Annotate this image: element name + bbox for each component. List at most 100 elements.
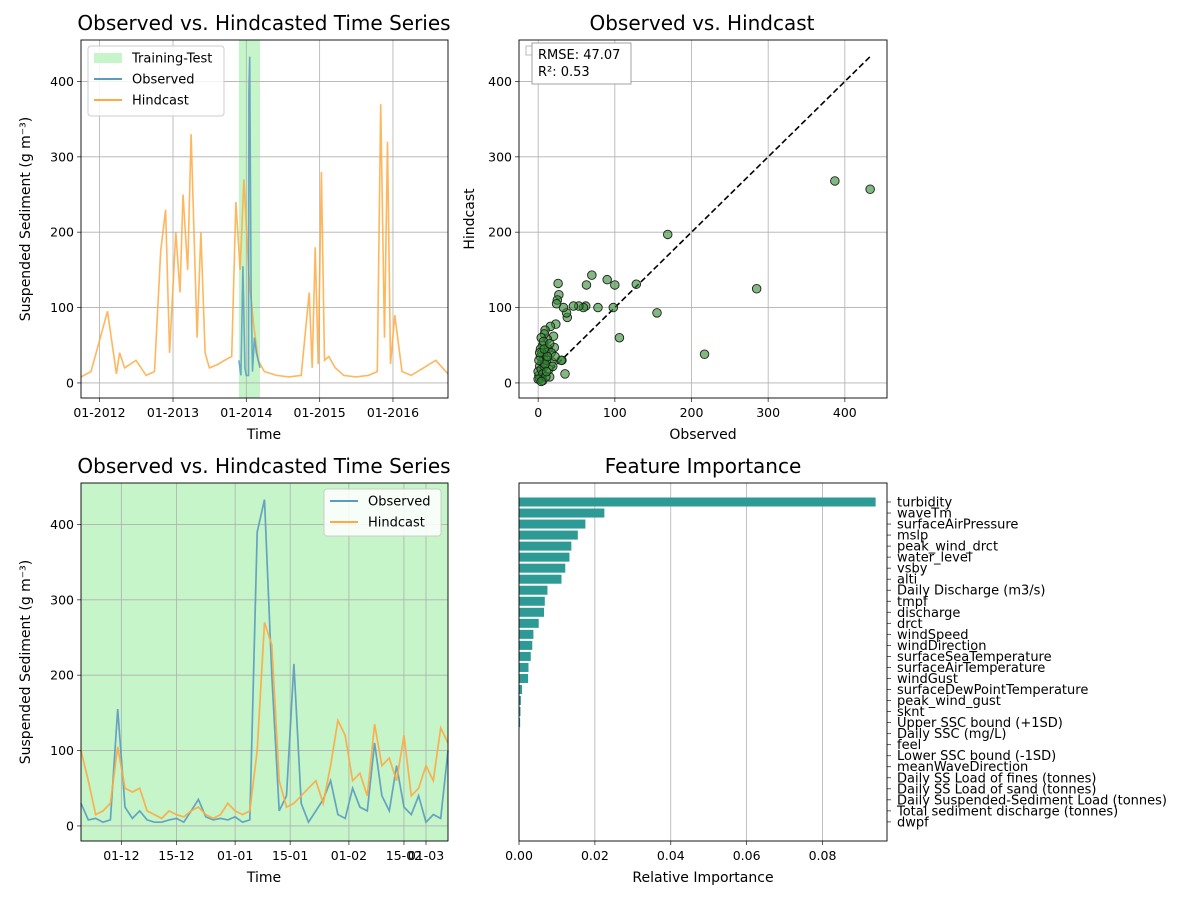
p3-xtick-label: 01-12: [103, 848, 139, 863]
importance-bar: [519, 552, 570, 562]
timeseries-zoom-ylabel: Suspended Sediment (g m⁻³): [18, 560, 34, 765]
legend-label: Hindcast: [132, 94, 189, 109]
feature-label: windDirection: [897, 639, 986, 654]
scatter-point: [699, 349, 710, 360]
p1-ytick-label: 100: [50, 300, 74, 315]
legend-label: Hindcast: [368, 516, 425, 531]
scatter-point: [560, 369, 570, 379]
importance-bar: [519, 651, 531, 661]
legend-label: Observed: [132, 73, 195, 88]
legend-swatch-training-test: [94, 53, 122, 63]
importance-bar: [519, 497, 876, 507]
p1-ytick-label: 200: [50, 225, 74, 240]
feature-label: Daily SS Load of fines (tonnes): [897, 771, 1096, 786]
timeseries-full-title: Observed vs. Hindcasted Time Series: [77, 11, 450, 35]
scatter-point: [568, 301, 579, 311]
feature-label: Upper SSC bound (+1SD): [897, 716, 1063, 731]
p4-xtick-label: 0.02: [581, 848, 609, 863]
importance-bar: [519, 673, 529, 683]
importance-bar: [519, 530, 578, 540]
feature-label: mslp: [897, 529, 928, 544]
p1-xtick-label: 01-2012: [73, 405, 125, 420]
feature-label: Daily SS Load of sand (tonnes): [897, 782, 1096, 797]
feature-label: alti: [897, 573, 917, 588]
feature-importance-panel: Feature Importance Relative Importance 0…: [505, 454, 1167, 886]
feature-importance-title: Feature Importance: [605, 454, 802, 478]
p3-ytick-label: 300: [50, 592, 74, 607]
p3-ytick-label: 400: [50, 517, 74, 532]
p2-xtick-label: 200: [680, 405, 704, 420]
scatter-point: [865, 184, 875, 194]
importance-bar: [519, 574, 562, 584]
scatter-point: [608, 302, 619, 313]
importance-bar: [519, 519, 586, 529]
p3-xtick-label: 01-01: [217, 848, 253, 863]
p4-axes-frame: [518, 482, 888, 842]
scatter-point: [553, 278, 563, 289]
scatter-point: [830, 176, 840, 186]
feature-label: sknt: [897, 705, 925, 720]
p1-xtick-label: 01-2016: [367, 405, 419, 420]
p2-ytick-label: 400: [488, 74, 512, 89]
importance-bar: [519, 541, 572, 551]
feature-label: Daily Discharge (m3/s): [897, 584, 1046, 599]
feature-label: discharge: [897, 606, 960, 621]
feature-label: peak_wind_gust: [897, 694, 1001, 709]
p3-ytick-label: 0: [66, 818, 74, 833]
metrics-box: [531, 42, 632, 85]
feature-label: Daily Suspended-Sediment Load (tonnes): [897, 793, 1167, 808]
identity-line: [537, 56, 871, 384]
series-line-observed: [238, 56, 261, 377]
scatter-point: [631, 279, 642, 289]
feature-label: windGust: [897, 672, 958, 687]
p1-xtick-label: 01-2014: [220, 405, 272, 420]
p4-xtick-label: 0.00: [505, 848, 533, 863]
p3-ytick-label: 100: [50, 743, 74, 758]
feature-label: surfaceAirPressure: [897, 518, 1018, 533]
series-line-hindcast: [80, 622, 449, 820]
p2-xtick-label: 300: [756, 405, 780, 420]
p3-xtick-label: 15-12: [158, 848, 194, 863]
p2-xtick-label: 400: [833, 405, 857, 420]
p4-xtick-label: 0.06: [733, 848, 761, 863]
importance-bar: [519, 640, 533, 650]
p2-xtick-label: 100: [603, 405, 627, 420]
timeseries-zoom-xlabel: Time: [246, 870, 281, 886]
feature-label: surfaceSeaTemperature: [897, 650, 1052, 665]
importance-bar: [519, 707, 521, 717]
p4-xtick-label: 0.08: [809, 848, 837, 863]
scatter-point: [614, 332, 625, 343]
p3-xtick-label: 01-02: [331, 848, 367, 863]
feature-label: vsby: [897, 562, 928, 577]
timeseries-full-panel: Observed vs. Hindcasted Time Series Time…: [18, 11, 451, 443]
r2-label: R²: 0.53: [538, 65, 590, 80]
scatter-point: [662, 229, 673, 240]
p2-xtick-label: 0: [534, 405, 542, 420]
scatter-point: [751, 283, 762, 294]
feature-label: Total sediment discharge (tonnes): [896, 804, 1118, 819]
p3-xtick-label: 15-01: [272, 848, 308, 863]
scatter-point: [544, 338, 555, 349]
importance-bar: [519, 662, 529, 672]
importance-bar: [519, 629, 534, 639]
importance-bar: [519, 718, 521, 728]
p2-axes-frame: [518, 39, 888, 399]
importance-bar: [519, 596, 545, 606]
importance-bar: [519, 585, 548, 595]
scatter-point: [551, 299, 562, 309]
training-test-background: [81, 483, 448, 841]
scatter-point: [536, 376, 546, 387]
importance-bar: [519, 685, 523, 695]
scatter-point: [581, 280, 592, 290]
timeseries-zoom-panel: Observed vs. Hindcasted Time Series Time…: [18, 454, 451, 886]
importance-bar: [519, 607, 545, 617]
feature-label: feel: [897, 738, 921, 753]
p2-ytick-label: 300: [488, 149, 512, 164]
feature-label: tmpf: [897, 595, 928, 610]
p2-ytick-label: 100: [488, 300, 512, 315]
feature-label: surfaceDewPointTemperature: [897, 683, 1088, 698]
feature-label: windSpeed: [897, 628, 969, 643]
scatter-point: [602, 274, 612, 285]
p1-legend-box: [87, 45, 225, 117]
